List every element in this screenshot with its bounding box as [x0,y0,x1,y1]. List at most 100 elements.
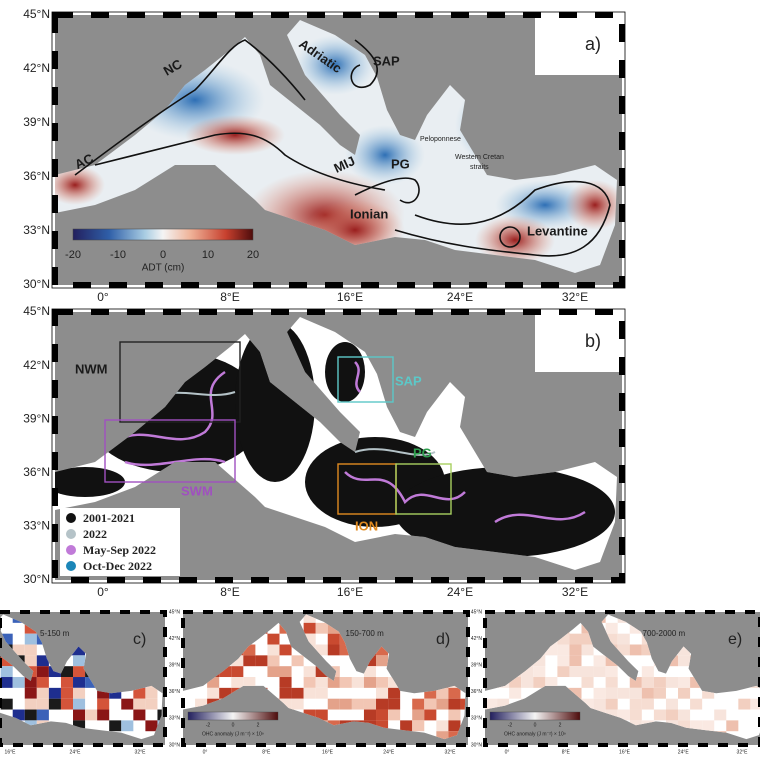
lon-label: 8°E [220,290,239,304]
ohc-cell [25,688,37,699]
ohc-cell [594,699,606,710]
region-label: NWM [75,361,108,376]
ohc-cell [533,677,545,688]
ohc-cell [630,645,642,656]
ohc-cell [569,655,581,666]
ohc-cell [412,699,424,710]
lat-label: 39°N [471,663,483,669]
ohc-cell [13,677,25,688]
colorbar-tick: 10 [202,249,214,261]
ohc-cell [292,699,304,710]
ohc-cell [280,688,292,699]
map-body: 5-150 mc) [0,612,170,753]
ohc-cell [73,699,85,710]
ohc-cell [109,720,121,731]
ohc-cell [133,710,145,721]
ohc-cell [702,720,714,731]
ohc-cell [678,655,690,666]
colorbar-tick: 2 [257,722,260,728]
ohc-cell [388,699,400,710]
ohc-cell [582,677,594,688]
lon-label: 16°E [619,749,631,755]
lon-label: 16°E [5,749,17,755]
panel-b: NWM SWM SAP ION PG 2001-20212022May-Sep … [45,309,625,583]
ohc-cell [412,720,424,731]
ohc-cell [25,634,37,645]
lon-label: 32°E [562,290,588,304]
lat-label: 33°N [23,223,50,237]
lat-label: 45°N [471,609,483,615]
colorbar-tick: -2 [206,722,211,728]
ohc-cell [267,645,279,656]
ohc-cell [666,710,678,721]
lat-label: 42°N [23,358,50,372]
lat-label: 30°N [23,572,50,586]
black-sea [535,312,622,372]
panel-label: a) [585,34,601,54]
lon-label: 0° [505,749,510,755]
region-label: ION [355,518,378,533]
annotation: Western Cretan [455,154,504,161]
lon-label: 16°E [337,585,363,599]
legend-label: 2022 [83,527,107,541]
ohc-cell [594,688,606,699]
ohc-cell [243,655,255,666]
ohc-cell [424,710,436,721]
lat-label: 30°N [471,742,483,748]
ohc-cell [424,699,436,710]
colorbar-tick: -2 [508,722,513,728]
ohc-cell [412,710,424,721]
ohc-cell [207,688,219,699]
lat-label: 45°N [23,304,50,318]
panel-a: NC AC Adriatic SAP MIJ PG Peloponnese We… [45,12,625,288]
ohc-cell [1,677,13,688]
ohc-cell [231,677,243,688]
panel-label: d) [436,631,450,648]
annotation: straits [470,164,489,171]
ohc-cell [352,677,364,688]
ohc-cell [642,688,654,699]
ohc-cell [316,688,328,699]
ohc-cell [25,645,37,656]
colorbar-tick: 2 [559,722,562,728]
ohc-cell [654,710,666,721]
ohc-cell [436,720,448,731]
ohc-cell [606,677,618,688]
ohc-cell [569,666,581,677]
ohc-cell [364,699,376,710]
ohc-cell [726,720,738,731]
ohc-cell [304,666,316,677]
legend-marker [66,529,76,539]
ohc-cell [280,645,292,656]
colorbar [188,712,278,720]
ohc-cell [521,677,533,688]
ohc-cell [73,655,85,666]
ohc-cell [292,688,304,699]
ohc-cell [436,699,448,710]
ohc-cell [666,677,678,688]
region-label: SAP [395,373,422,388]
ohc-cell [364,710,376,721]
ohc-cell [85,710,97,721]
ohc-cell [630,688,642,699]
ohc-cell [73,688,85,699]
map-panel: 150-700 md)0°8°E16°E24°E32°E45°N42°N39°N… [169,609,473,755]
lat-label: 39°N [169,663,181,669]
ohc-cell [328,699,340,710]
annotation: Levantine [527,223,588,238]
ohc-cell [37,666,49,677]
annotation: Ionian [350,206,388,221]
lat-label: 36°N [23,169,50,183]
ohc-cell [316,623,328,634]
legend-marker [66,513,76,523]
map-panel: 700-2000 me)0°8°E16°E24°E32°E45°N42°N39°… [471,609,760,755]
colorbar [73,229,253,240]
lat-label: 30°N [169,742,181,748]
lat-label: 39°N [23,115,50,129]
ohc-cell [364,677,376,688]
ohc-cell [642,666,654,677]
ohc-cell [267,666,279,677]
black-sea [535,15,622,75]
ohc-cell [49,688,61,699]
